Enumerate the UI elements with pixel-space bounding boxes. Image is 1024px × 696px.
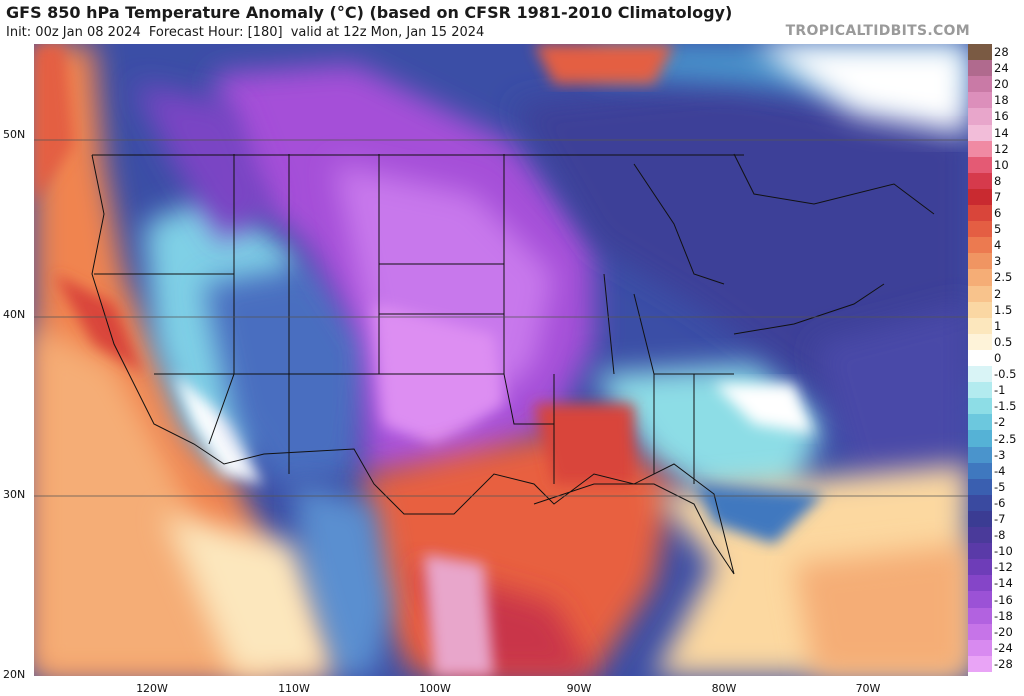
gridlines: [34, 139, 968, 497]
colorbar-label: -4: [994, 463, 1006, 478]
lon-label-100w: 100W: [419, 682, 451, 695]
colorbar-label: -8: [994, 528, 1006, 543]
colorbar-swatch: [968, 205, 992, 222]
colorbar-swatch: [968, 607, 992, 625]
colorbar-swatch: [968, 462, 992, 480]
colorbar-swatch: [968, 188, 992, 206]
colorbar-swatch: [968, 76, 992, 93]
lon-label-90w: 90W: [566, 682, 592, 695]
colorbar-label: -3: [994, 447, 1006, 462]
colorbar-label: -6: [994, 495, 1006, 510]
colorbar-label: 10: [994, 157, 1009, 172]
colorbar-label: -10: [994, 544, 1013, 559]
colorbar-label: 0: [994, 351, 1002, 365]
colorbar-label: 0.5: [994, 334, 1013, 349]
lon-label-110w: 110W: [278, 682, 310, 695]
colorbar-swatch: [968, 655, 992, 673]
init-time: Init: 00z Jan 08 2024: [6, 25, 141, 40]
colorbar-label: 1: [994, 318, 1002, 333]
colorbar-swatch: [968, 527, 992, 544]
lon-label-80w: 80W: [711, 682, 737, 695]
colorbar-label: 16: [994, 109, 1009, 124]
colorbar-swatch: [968, 366, 992, 383]
colorbar-label: -2: [994, 415, 1006, 430]
lon-label-70w: 70W: [855, 682, 881, 695]
colorbar-swatch: [968, 333, 992, 351]
lat-label-40n: 40N: [3, 308, 26, 321]
colorbar-label: 7: [994, 189, 1002, 204]
colorbar-swatch: [968, 253, 992, 270]
forecast-hour: Forecast Hour: [180]: [148, 25, 283, 40]
colorbar-swatch: [968, 591, 992, 609]
colorbar-label: 5: [994, 222, 1002, 237]
lat-label-30n: 30N: [3, 488, 26, 501]
map-subtitle: Init: 00z Jan 08 2024 Forecast Hour: [18…: [6, 25, 488, 40]
colorbar-swatch: [968, 543, 992, 560]
colorbar-swatch: [968, 301, 992, 319]
colorbar: [968, 44, 992, 673]
colorbar-label: -12: [994, 560, 1013, 575]
colorbar-label: 20: [994, 77, 1009, 92]
colorbar-label: 8: [994, 173, 1002, 188]
colorbar-label: -18: [994, 608, 1013, 623]
colorbar-swatch: [968, 317, 992, 335]
colorbar-label: -5: [994, 479, 1006, 494]
colorbar-label: 1.5: [994, 302, 1013, 317]
colorbar-swatch: [968, 237, 992, 254]
watermark: TROPICALTIDBITS.COM: [785, 23, 970, 39]
colorbar-label: 2: [994, 286, 1002, 301]
colorbar-label: -2.5: [994, 431, 1017, 446]
colorbar-label: 4: [994, 238, 1002, 253]
colorbar-label: 24: [994, 61, 1009, 76]
colorbar-swatch: [968, 414, 992, 431]
colorbar-label: -14: [994, 576, 1013, 591]
colorbar-swatch: [968, 156, 992, 174]
colorbar-label: -16: [994, 592, 1013, 607]
colorbar-swatch: [968, 430, 992, 448]
valid-time: valid at 12z Mon, Jan 15 2024: [290, 25, 485, 40]
lat-label-50n: 50N: [3, 128, 26, 141]
colorbar-swatch: [968, 639, 992, 657]
colorbar-swatch: [968, 559, 992, 576]
colorbar-swatch: [968, 269, 992, 287]
colorbar-label: -24: [994, 640, 1013, 655]
colorbar-swatch: [968, 285, 992, 303]
colorbar-label: -28: [994, 656, 1013, 671]
colorbar-swatch: [968, 382, 992, 399]
colorbar-label: 2.5: [994, 270, 1013, 285]
lon-label-120w: 120W: [136, 682, 168, 695]
colorbar-swatch: [968, 575, 992, 592]
map-title: GFS 850 hPa Temperature Anomaly (°C) (ba…: [6, 3, 733, 22]
colorbar-swatch: [968, 446, 992, 464]
colorbar-swatch: [968, 623, 992, 641]
colorbar-swatch: [968, 478, 992, 496]
colorbar-label: 6: [994, 206, 1002, 221]
colorbar-swatch: [968, 494, 992, 512]
colorbar-swatch: [968, 108, 992, 125]
colorbar-label: 18: [994, 93, 1009, 108]
political-borders: [91, 153, 935, 575]
colorbar-swatch: [968, 172, 992, 190]
anomaly-field: [34, 44, 968, 676]
colorbar-label: -20: [994, 624, 1013, 639]
colorbar-swatch: [968, 349, 992, 367]
colorbar-swatch: [968, 60, 992, 77]
colorbar-swatch: [968, 124, 992, 142]
colorbar-swatch: [968, 510, 992, 528]
colorbar-swatch: [968, 140, 992, 158]
colorbar-label: -0.5: [994, 367, 1017, 382]
colorbar-swatch: [968, 92, 992, 109]
colorbar-swatch: [968, 221, 992, 238]
lat-label-20n: 20N: [3, 668, 26, 681]
colorbar-label: 12: [994, 141, 1009, 156]
colorbar-label: 14: [994, 125, 1009, 140]
colorbar-label: 28: [994, 45, 1009, 60]
colorbar-swatch: [968, 44, 992, 61]
anomaly-map: [34, 44, 968, 676]
colorbar-swatch: [968, 398, 992, 415]
colorbar-label: 3: [994, 254, 1002, 269]
colorbar-label: -7: [994, 512, 1006, 527]
colorbar-label: -1.5: [994, 399, 1017, 414]
colorbar-label: -1: [994, 383, 1006, 398]
